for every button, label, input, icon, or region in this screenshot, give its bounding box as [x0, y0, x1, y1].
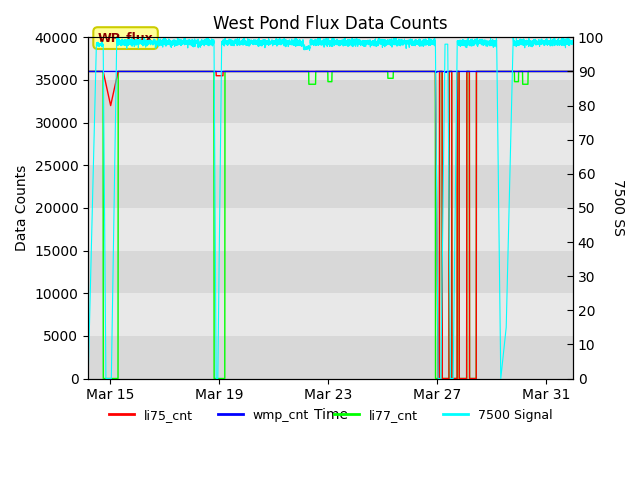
Bar — [88, 165, 573, 208]
Title: West Pond Flux Data Counts: West Pond Flux Data Counts — [213, 15, 448, 33]
X-axis label: Time: Time — [314, 408, 348, 422]
Bar — [88, 293, 573, 336]
Bar — [88, 336, 573, 379]
Text: WP_flux: WP_flux — [98, 32, 154, 45]
Bar — [88, 208, 573, 251]
Y-axis label: Data Counts: Data Counts — [15, 165, 29, 251]
Bar — [88, 251, 573, 293]
Bar — [88, 122, 573, 165]
Y-axis label: 7500 SS: 7500 SS — [611, 180, 625, 236]
Bar — [88, 80, 573, 122]
Bar — [88, 37, 573, 80]
Legend: li75_cnt, wmp_cnt, li77_cnt, 7500 Signal: li75_cnt, wmp_cnt, li77_cnt, 7500 Signal — [104, 404, 557, 427]
